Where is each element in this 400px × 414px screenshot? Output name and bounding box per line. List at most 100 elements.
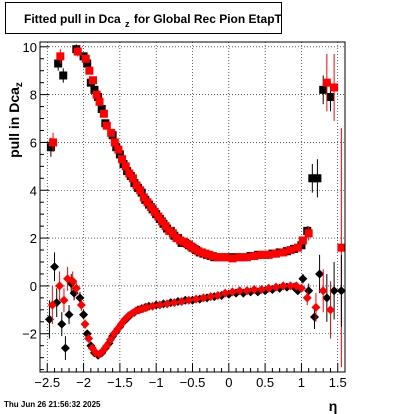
data-point (95, 97, 104, 106)
data-point (114, 145, 123, 154)
data-point (44, 314, 54, 324)
data-point (220, 288, 230, 298)
data-point (102, 341, 112, 351)
data-point (177, 296, 187, 306)
data-point (162, 299, 172, 309)
data-point (250, 252, 259, 261)
data-point (304, 229, 313, 238)
data-point (206, 292, 216, 302)
data-series (44, 44, 346, 368)
data-point (322, 78, 331, 87)
data-point (121, 162, 130, 171)
data-point (57, 319, 67, 329)
chart-title-main: Fitted pull in Dca (24, 12, 121, 26)
data-point (71, 283, 81, 293)
data-point (158, 217, 166, 226)
data-point (257, 250, 266, 259)
data-point (154, 212, 163, 221)
data-point (242, 253, 251, 262)
chart-title-subscript: z (125, 19, 130, 29)
data-point (56, 52, 65, 61)
data-point (161, 222, 170, 231)
data-point (46, 143, 55, 152)
data-point (293, 243, 302, 252)
data-point (97, 104, 106, 113)
data-point (139, 193, 148, 202)
data-point (296, 283, 306, 293)
y-axis-label: pull in Dcaz (6, 82, 25, 158)
data-point (147, 203, 156, 211)
data-point (213, 253, 222, 262)
data-point (169, 298, 179, 308)
y-tick-label: 8 (30, 88, 37, 103)
data-point (155, 300, 165, 310)
data-point (325, 305, 335, 315)
data-point (302, 293, 312, 303)
y-axis-label-main: pull in Dca (6, 87, 22, 158)
y-tick-label: 0 (30, 279, 37, 294)
data-point (83, 59, 92, 68)
data-point (337, 243, 346, 252)
data-point (75, 293, 85, 303)
data-point (73, 47, 82, 56)
data-point (264, 250, 273, 259)
data-point (330, 83, 339, 92)
data-point (278, 281, 288, 291)
data-point (228, 254, 237, 263)
data-point (59, 71, 68, 80)
data-point (322, 293, 332, 303)
data-point (298, 274, 308, 284)
data-point (107, 128, 116, 137)
data-point (90, 85, 99, 94)
data-point (85, 66, 94, 75)
timestamp: Thu Jun 26 21:56:32 2025 (4, 400, 101, 409)
data-point (54, 59, 63, 68)
y-axis-label-subscript: z (14, 82, 25, 87)
data-point (81, 54, 90, 63)
data-point (272, 249, 281, 258)
data-point (221, 253, 230, 262)
data-point (60, 343, 70, 353)
data-point (79, 310, 89, 320)
data-point (184, 295, 194, 305)
x-tick-label: −2.5 (34, 375, 60, 390)
x-tick-label: 0 (225, 375, 232, 390)
data-point (313, 174, 322, 183)
chart-title: Fitted pull in Dca z for Global Rec Pion… (24, 12, 282, 29)
data-point (242, 286, 252, 296)
data-point (136, 186, 145, 195)
data-point (50, 262, 60, 272)
data-point (102, 121, 111, 130)
data-point (80, 319, 90, 329)
data-point (142, 302, 152, 312)
x-tick-label: 0.5 (256, 375, 274, 390)
series-4 (47, 266, 335, 359)
data-point (315, 269, 325, 279)
data-point (76, 300, 86, 310)
data-point (235, 286, 245, 296)
data-point (213, 290, 223, 300)
data-point (249, 285, 259, 294)
data-point (99, 109, 108, 118)
data-point (310, 312, 319, 322)
data-point (329, 286, 339, 296)
x-tick-label: −1 (149, 375, 164, 390)
data-point (59, 295, 69, 305)
data-point (47, 300, 57, 310)
y-tick-label: −2 (22, 327, 37, 342)
x-axis-label: η (329, 398, 338, 414)
title-box: Fitted pull in Dca z for Global Rec Pion… (5, 2, 282, 34)
data-point (150, 207, 159, 216)
axes: −2.5 −2 −1.5 −1 −0.5 0 0.5 1 1.5 −2 0 2 4 6 8 10 (22, 40, 347, 390)
data-point (89, 76, 98, 85)
data-point (64, 310, 74, 320)
data-point (118, 155, 127, 164)
data-point (105, 335, 115, 345)
data-point (271, 282, 281, 292)
data-point (115, 150, 124, 159)
y-tick-label: 10 (23, 40, 37, 55)
series-2 (49, 46, 346, 368)
data-point (256, 285, 266, 294)
data-point (227, 287, 237, 297)
